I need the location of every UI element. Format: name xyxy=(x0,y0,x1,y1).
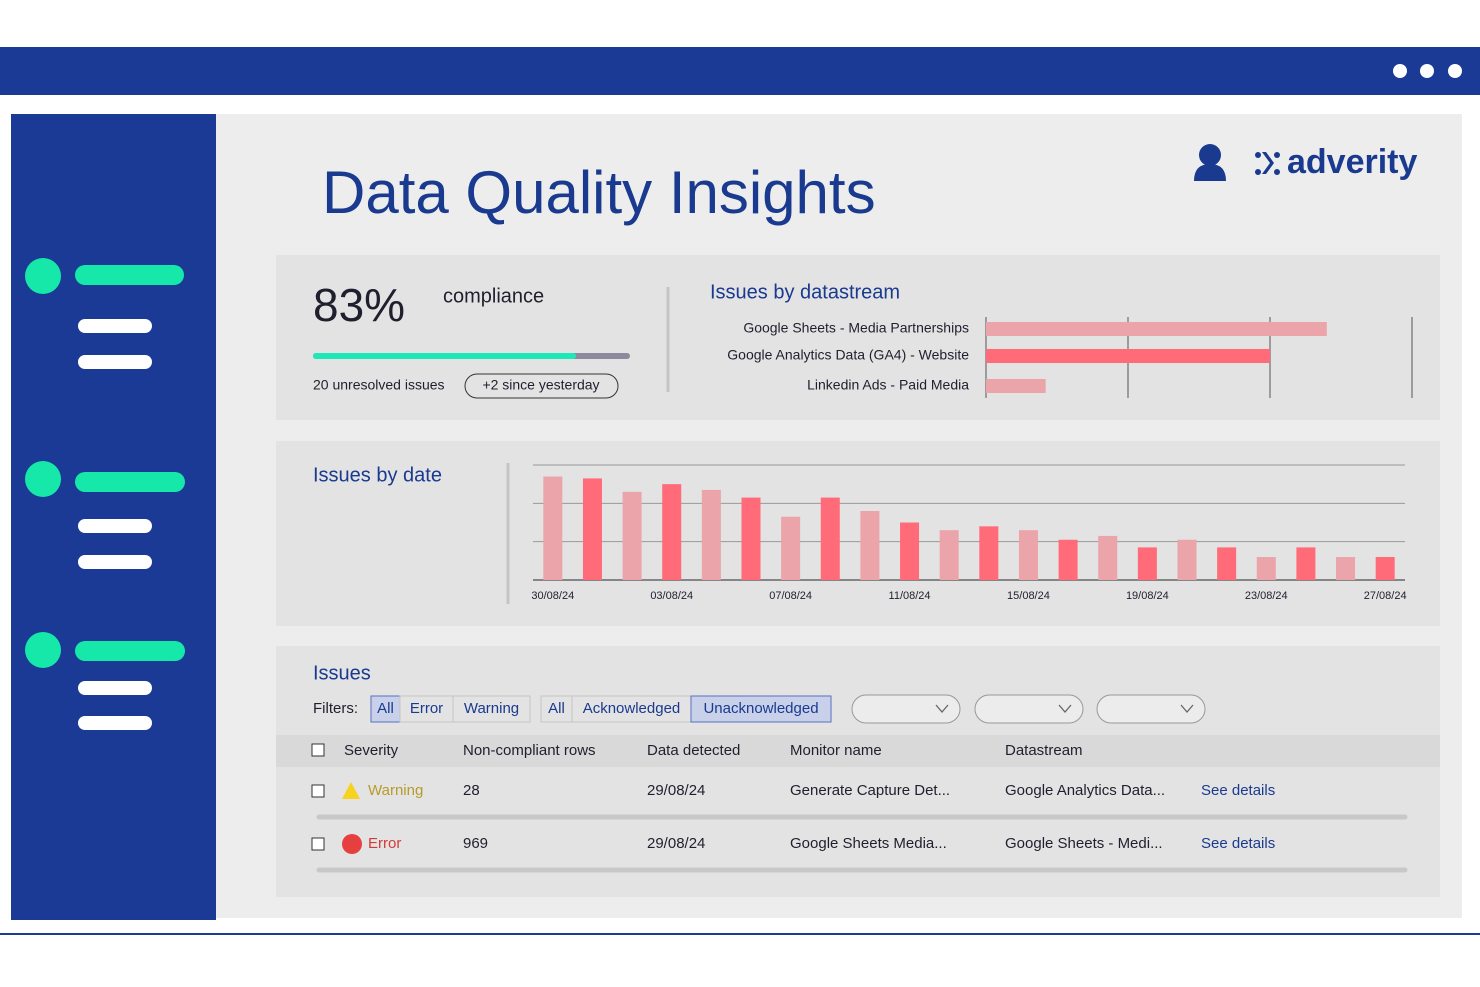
progress-fill xyxy=(313,353,577,359)
error-icon xyxy=(342,834,362,854)
filter-button[interactable] xyxy=(452,695,531,723)
since-pill xyxy=(464,373,619,399)
chart-title: Issues by datastream xyxy=(710,281,900,303)
dropdown[interactable] xyxy=(1096,694,1206,724)
bar xyxy=(1256,557,1276,580)
compliance-value: 83% xyxy=(313,279,405,331)
filter-label[interactable]: All xyxy=(377,700,394,717)
column-header: Severity xyxy=(344,742,399,759)
dropdown-chevron xyxy=(935,704,949,713)
column-header: Non-compliant rows xyxy=(463,742,596,759)
details-link[interactable]: See details xyxy=(1201,782,1275,799)
bar xyxy=(900,522,920,580)
menu-dot xyxy=(1420,64,1434,78)
bar xyxy=(543,476,563,580)
filter-label[interactable]: Warning xyxy=(464,700,519,717)
severity: Error xyxy=(368,835,401,852)
table-header xyxy=(276,735,1440,767)
details-link[interactable]: See details xyxy=(1201,835,1275,852)
sidebar-lines xyxy=(78,319,152,730)
bar xyxy=(1217,547,1237,580)
filter-label[interactable]: Unacknowledged xyxy=(703,700,818,717)
bar xyxy=(1336,557,1356,580)
top-bar xyxy=(0,47,1480,95)
bar xyxy=(662,484,682,580)
page-title: Data Quality Insights xyxy=(322,159,876,226)
x-tick-label: 11/08/24 xyxy=(889,590,931,602)
bar xyxy=(820,497,840,580)
x-tick-label: 30/08/24 xyxy=(531,590,574,602)
sidebar xyxy=(11,114,216,920)
category-label: Google Sheets - Media Partnerships xyxy=(743,320,969,336)
x-tick-label: 03/08/24 xyxy=(650,590,693,602)
filter-label[interactable]: Error xyxy=(410,700,443,717)
bar xyxy=(1018,530,1038,580)
user-icon[interactable] xyxy=(1194,144,1226,181)
issues-panel xyxy=(276,646,1440,897)
cell: Google Analytics Data... xyxy=(1005,782,1165,799)
cell: 28 xyxy=(463,782,480,799)
section-title: Issues xyxy=(313,662,371,684)
filter-button[interactable] xyxy=(690,695,832,723)
column-header: Monitor name xyxy=(790,742,882,759)
filter-label[interactable]: Acknowledged xyxy=(583,700,681,717)
bar xyxy=(1177,539,1197,580)
bar xyxy=(939,530,959,580)
bar xyxy=(1375,557,1395,580)
cell: 29/08/24 xyxy=(647,782,705,799)
warning-icon xyxy=(342,782,360,799)
dropdown-chevron xyxy=(1058,704,1072,713)
brand-name: adverity xyxy=(1287,143,1417,181)
bar xyxy=(622,491,642,580)
brand-logo xyxy=(1255,152,1280,175)
dropdown-chevron xyxy=(1180,704,1194,713)
menu-dot xyxy=(1448,64,1462,78)
cell: Google Sheets Media... xyxy=(790,835,947,852)
x-tick-label: 07/08/24 xyxy=(769,590,812,602)
bar xyxy=(1098,535,1118,580)
compliance-label: compliance xyxy=(443,285,544,307)
x-tick-label: 23/08/24 xyxy=(1245,590,1288,602)
bar xyxy=(781,516,801,580)
cell: Generate Capture Det... xyxy=(790,782,950,799)
bar xyxy=(1296,547,1316,580)
bar xyxy=(701,489,721,580)
cell: Google Sheets - Medi... xyxy=(1005,835,1163,852)
severity: Warning xyxy=(368,782,423,799)
checkbox[interactable] xyxy=(311,837,325,851)
sidebar-icons xyxy=(25,258,185,668)
filters-label: Filters: xyxy=(313,700,358,717)
cell: 969 xyxy=(463,835,488,852)
category-label: Linkedin Ads - Paid Media xyxy=(807,377,969,393)
column-header: Datastream xyxy=(1005,742,1083,759)
column-header: Data detected xyxy=(647,742,740,759)
unresolved-issues: 20 unresolved issues xyxy=(313,377,445,393)
category-label: Google Analytics Data (GA4) - Website xyxy=(727,347,969,363)
dropdown[interactable] xyxy=(851,694,961,724)
x-tick-label: 15/08/24 xyxy=(1007,590,1050,602)
x-tick-label: 19/08/24 xyxy=(1126,590,1169,602)
bar xyxy=(582,478,602,580)
filter-label[interactable]: All xyxy=(548,700,565,717)
x-tick-label: 27/08/24 xyxy=(1364,590,1407,602)
bar xyxy=(1137,547,1157,580)
date-panel xyxy=(276,441,1440,626)
bar xyxy=(860,511,880,580)
bar xyxy=(986,322,1327,336)
dropdown[interactable] xyxy=(974,694,1084,724)
bar xyxy=(741,497,761,580)
chart-title: Issues by date xyxy=(313,464,442,486)
bar xyxy=(986,379,1046,393)
bar xyxy=(979,526,999,580)
checkbox[interactable] xyxy=(311,743,325,757)
bar xyxy=(1058,539,1078,580)
checkbox[interactable] xyxy=(311,784,325,798)
since-yesterday: +2 since yesterday xyxy=(482,377,599,393)
summary-panel xyxy=(276,255,1440,420)
bar xyxy=(986,349,1270,363)
menu-dot[interactable] xyxy=(1393,64,1407,78)
cell: 29/08/24 xyxy=(647,835,705,852)
